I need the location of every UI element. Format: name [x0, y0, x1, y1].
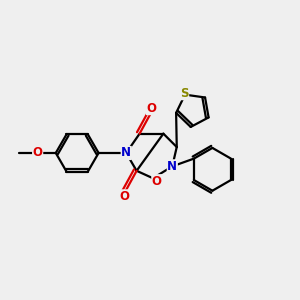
Text: S: S: [180, 87, 189, 100]
Text: O: O: [120, 190, 130, 203]
Text: O: O: [33, 146, 43, 160]
Text: O: O: [146, 102, 157, 115]
Text: N: N: [167, 160, 177, 173]
Text: N: N: [121, 146, 131, 160]
Text: O: O: [152, 175, 162, 188]
